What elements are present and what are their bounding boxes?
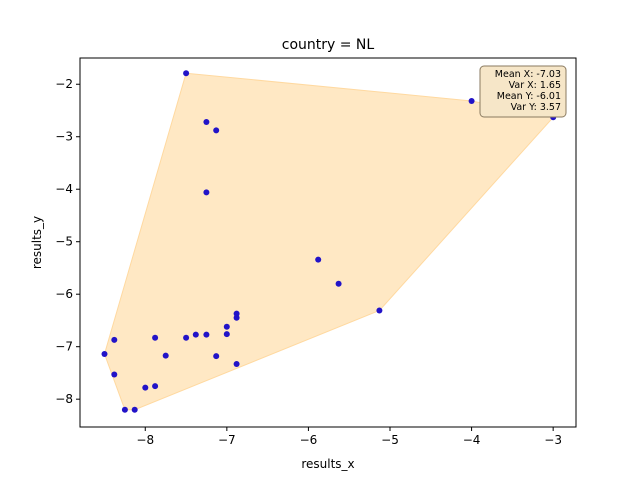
x-axis-label: results_x <box>301 457 354 471</box>
data-point <box>131 406 138 413</box>
data-point <box>233 310 240 317</box>
x-tick-label: −7 <box>218 433 236 447</box>
data-point <box>203 331 210 338</box>
y-tick-label: −5 <box>55 235 73 249</box>
data-point <box>162 352 169 359</box>
data-point <box>183 70 190 77</box>
points-layer <box>101 70 557 413</box>
data-point <box>203 119 210 125</box>
y-axis-label: results_y <box>30 216 44 269</box>
x-tick-label: −6 <box>300 433 318 447</box>
x-tick-label: −5 <box>381 433 399 447</box>
stats-box: Mean X: -7.03 Var X: 1.65 Mean Y: -6.01 … <box>479 65 567 118</box>
data-point <box>233 361 240 367</box>
y-tick-label: −7 <box>55 340 73 354</box>
y-tick-label: −6 <box>55 287 73 301</box>
data-point <box>121 406 128 413</box>
data-point <box>223 331 230 338</box>
data-point <box>192 331 199 338</box>
data-point <box>152 334 159 341</box>
data-point <box>315 256 322 263</box>
stats-var-x: Var X: 1.65 <box>509 80 561 91</box>
data-point <box>376 307 383 314</box>
y-tick-label: −3 <box>55 130 73 144</box>
chart-title: country = NL <box>282 37 375 53</box>
data-point <box>101 351 108 357</box>
x-tick-label: −8 <box>136 433 154 447</box>
x-tick-label: −3 <box>544 433 562 447</box>
data-point <box>111 371 118 378</box>
data-point <box>142 384 149 391</box>
stats-mean-x: Mean X: -7.03 <box>495 69 561 80</box>
data-point <box>233 314 240 321</box>
data-point <box>213 353 220 360</box>
x-axis-ticks: −8 −7 −6 −5 −4 −3 <box>136 427 562 447</box>
stats-var-y: Var Y: 3.57 <box>511 102 561 113</box>
axes-frame <box>79 57 577 428</box>
data-point <box>183 334 190 341</box>
data-point <box>203 189 210 196</box>
data-point <box>213 127 220 134</box>
data-point <box>223 323 230 330</box>
x-tick-label: −4 <box>463 433 481 447</box>
y-axis-ticks: −8 −7 −6 −5 −4 −3 −2 <box>55 77 80 406</box>
data-point <box>468 98 475 104</box>
data-point <box>152 383 159 390</box>
data-point <box>335 280 342 287</box>
y-tick-label: −4 <box>55 182 73 196</box>
data-point <box>111 336 118 343</box>
stats-box-background <box>479 65 567 118</box>
y-tick-label: −2 <box>55 77 73 91</box>
stats-mean-y: Mean Y: -6.01 <box>497 91 561 102</box>
y-tick-label: −8 <box>55 392 73 406</box>
